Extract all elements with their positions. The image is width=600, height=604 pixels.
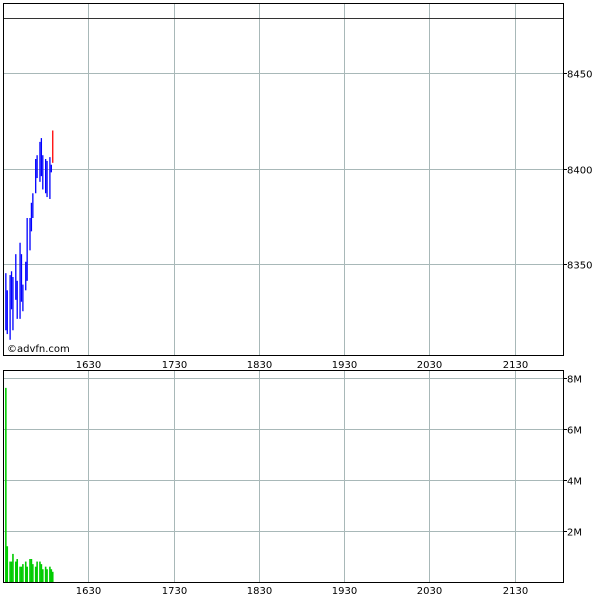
volume-bar — [41, 569, 44, 582]
volume-tick-label: 6M — [567, 426, 582, 437]
volume-bar — [30, 559, 33, 582]
volume-bar — [29, 559, 31, 582]
volume-bar — [12, 553, 14, 582]
volume-bar — [9, 561, 11, 582]
x-tick-label: 1830 — [247, 586, 272, 597]
x-tick-label: 1930 — [332, 586, 357, 597]
volume-bar — [44, 566, 47, 582]
x-tick-label: 2030 — [417, 360, 442, 371]
volume-bar — [49, 566, 51, 582]
price-grid — [3, 3, 567, 355]
volume-grid — [3, 370, 567, 582]
price-panel-frame — [3, 3, 564, 356]
price-bars — [5, 130, 54, 340]
volume-bar — [36, 561, 38, 582]
volume-bar — [50, 569, 53, 582]
x-tick-label: 2030 — [417, 586, 442, 597]
volume-bar — [6, 546, 9, 582]
volume-bar — [46, 569, 48, 582]
volume-bar — [34, 566, 37, 582]
price-tick-label: 8400 — [567, 166, 592, 177]
volume-tick-label: 8M — [567, 375, 582, 386]
volume-tick-label: 4M — [567, 477, 582, 488]
watermark: ©advfn.com — [7, 344, 70, 355]
volume-bar — [10, 561, 13, 582]
volume-bar — [16, 559, 19, 582]
volume-bar — [32, 564, 34, 582]
x-tick-label: 2130 — [503, 586, 528, 597]
x-tick-label: 2130 — [503, 360, 528, 371]
x-tick-label: 1630 — [76, 360, 101, 371]
x-tick-label: 1830 — [247, 360, 272, 371]
volume-bar — [51, 571, 54, 582]
x-tick-label: 1630 — [76, 586, 101, 597]
volume-bar — [22, 564, 24, 582]
volume-bar — [19, 566, 21, 582]
volume-bar — [39, 561, 41, 582]
volume-bar — [20, 566, 23, 582]
volume-bar — [24, 561, 27, 582]
volume-bars — [5, 387, 54, 582]
x-tick-label: 1730 — [162, 586, 187, 597]
price-tick-label: 8350 — [567, 261, 592, 272]
price-tick-label: 8450 — [567, 70, 592, 81]
volume-bar — [26, 566, 28, 582]
x-tick-label: 1930 — [332, 360, 357, 371]
volume-bar — [5, 387, 7, 582]
x-tick-label: 1730 — [162, 360, 187, 371]
volume-tick-label: 2M — [567, 528, 582, 539]
volume-panel-frame — [3, 370, 564, 583]
volume-bar — [14, 561, 17, 582]
volume-bar — [40, 564, 43, 582]
